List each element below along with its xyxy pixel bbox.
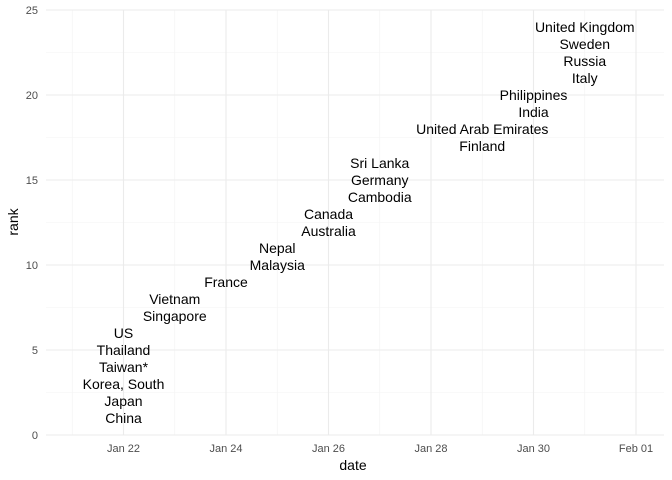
minor-gridlines	[46, 10, 664, 435]
y-tick-label: 10	[26, 260, 38, 272]
country-label: Russia	[563, 53, 606, 69]
country-label: Finland	[459, 138, 505, 154]
y-axis-tick-labels: 0 5 10 15 20 25	[26, 5, 38, 442]
country-label: Italy	[572, 70, 598, 86]
country-label: China	[105, 410, 142, 426]
country-label: United Kingdom	[535, 19, 635, 35]
country-label: Australia	[301, 223, 356, 239]
x-tick-label: Jan 30	[517, 443, 550, 455]
country-label: Germany	[351, 172, 409, 188]
country-label: India	[518, 104, 549, 120]
country-label: Canada	[304, 206, 353, 222]
y-tick-label: 25	[26, 5, 38, 17]
x-axis-tick-labels: Jan 22 Jan 24 Jan 26 Jan 28 Jan 30 Feb 01	[107, 443, 653, 455]
country-label: Nepal	[259, 240, 296, 256]
x-tick-label: Jan 24	[209, 443, 242, 455]
country-label: France	[204, 274, 248, 290]
country-label: Japan	[104, 393, 142, 409]
y-axis-title: rank	[5, 207, 21, 235]
y-tick-label: 15	[26, 175, 38, 187]
country-label: Philippines	[500, 87, 568, 103]
x-tick-label: Jan 26	[312, 443, 345, 455]
country-label: Korea, South	[83, 376, 165, 392]
x-tick-label: Jan 28	[414, 443, 447, 455]
x-tick-label: Feb 01	[619, 443, 653, 455]
country-label: Singapore	[143, 308, 207, 324]
country-label: United Arab Emirates	[416, 121, 548, 137]
country-label: Sri Lanka	[350, 155, 409, 171]
country-label: Malaysia	[250, 257, 305, 273]
major-gridlines	[46, 9, 664, 436]
country-label: Taiwan*	[99, 359, 149, 375]
y-tick-label: 0	[32, 430, 38, 442]
y-tick-label: 20	[26, 90, 38, 102]
country-label: Cambodia	[348, 189, 412, 205]
x-tick-label: Jan 22	[107, 443, 140, 455]
y-tick-label: 5	[32, 345, 38, 357]
country-label: Sweden	[559, 36, 610, 52]
country-label: Vietnam	[149, 291, 200, 307]
country-label: US	[114, 325, 133, 341]
country-label: Thailand	[97, 342, 151, 358]
x-axis-title: date	[339, 457, 366, 473]
